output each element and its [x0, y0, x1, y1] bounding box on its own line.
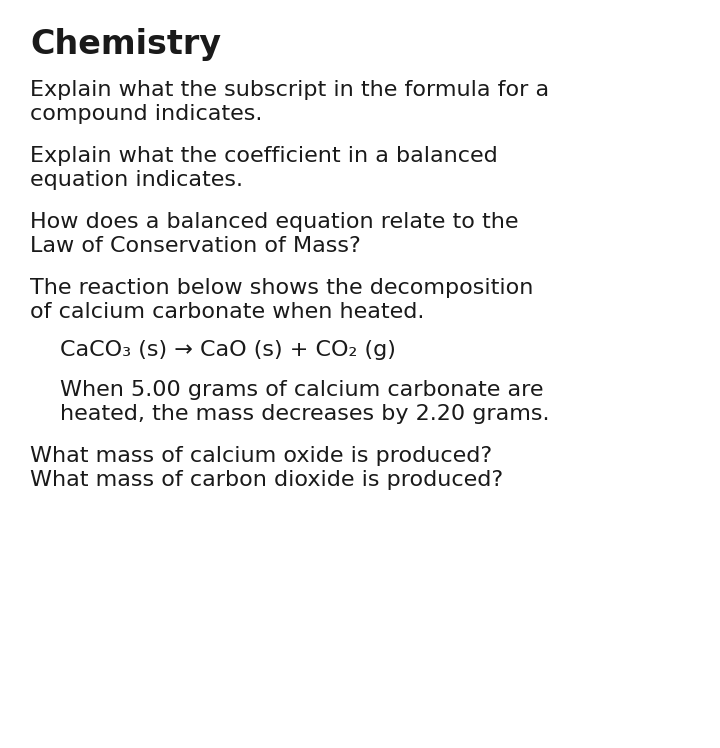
Text: How does a balanced equation relate to the: How does a balanced equation relate to t… — [30, 212, 518, 232]
Text: Law of Conservation of Mass?: Law of Conservation of Mass? — [30, 236, 361, 256]
Text: What mass of carbon dioxide is produced?: What mass of carbon dioxide is produced? — [30, 470, 503, 490]
Text: compound indicates.: compound indicates. — [30, 104, 262, 124]
Text: heated, the mass decreases by 2.20 grams.: heated, the mass decreases by 2.20 grams… — [60, 404, 549, 424]
Text: When 5.00 grams of calcium carbonate are: When 5.00 grams of calcium carbonate are — [60, 380, 544, 400]
Text: The reaction below shows the decomposition: The reaction below shows the decompositi… — [30, 278, 534, 298]
Text: What mass of calcium oxide is produced?: What mass of calcium oxide is produced? — [30, 446, 492, 466]
Text: CaCO₃ (s) → CaO (s) + CO₂ (g): CaCO₃ (s) → CaO (s) + CO₂ (g) — [60, 340, 396, 360]
Text: equation indicates.: equation indicates. — [30, 170, 243, 190]
Text: Chemistry: Chemistry — [30, 28, 221, 61]
Text: of calcium carbonate when heated.: of calcium carbonate when heated. — [30, 302, 424, 322]
Text: Explain what the subscript in the formula for a: Explain what the subscript in the formul… — [30, 80, 549, 100]
Text: Explain what the coefficient in a balanced: Explain what the coefficient in a balanc… — [30, 146, 498, 166]
